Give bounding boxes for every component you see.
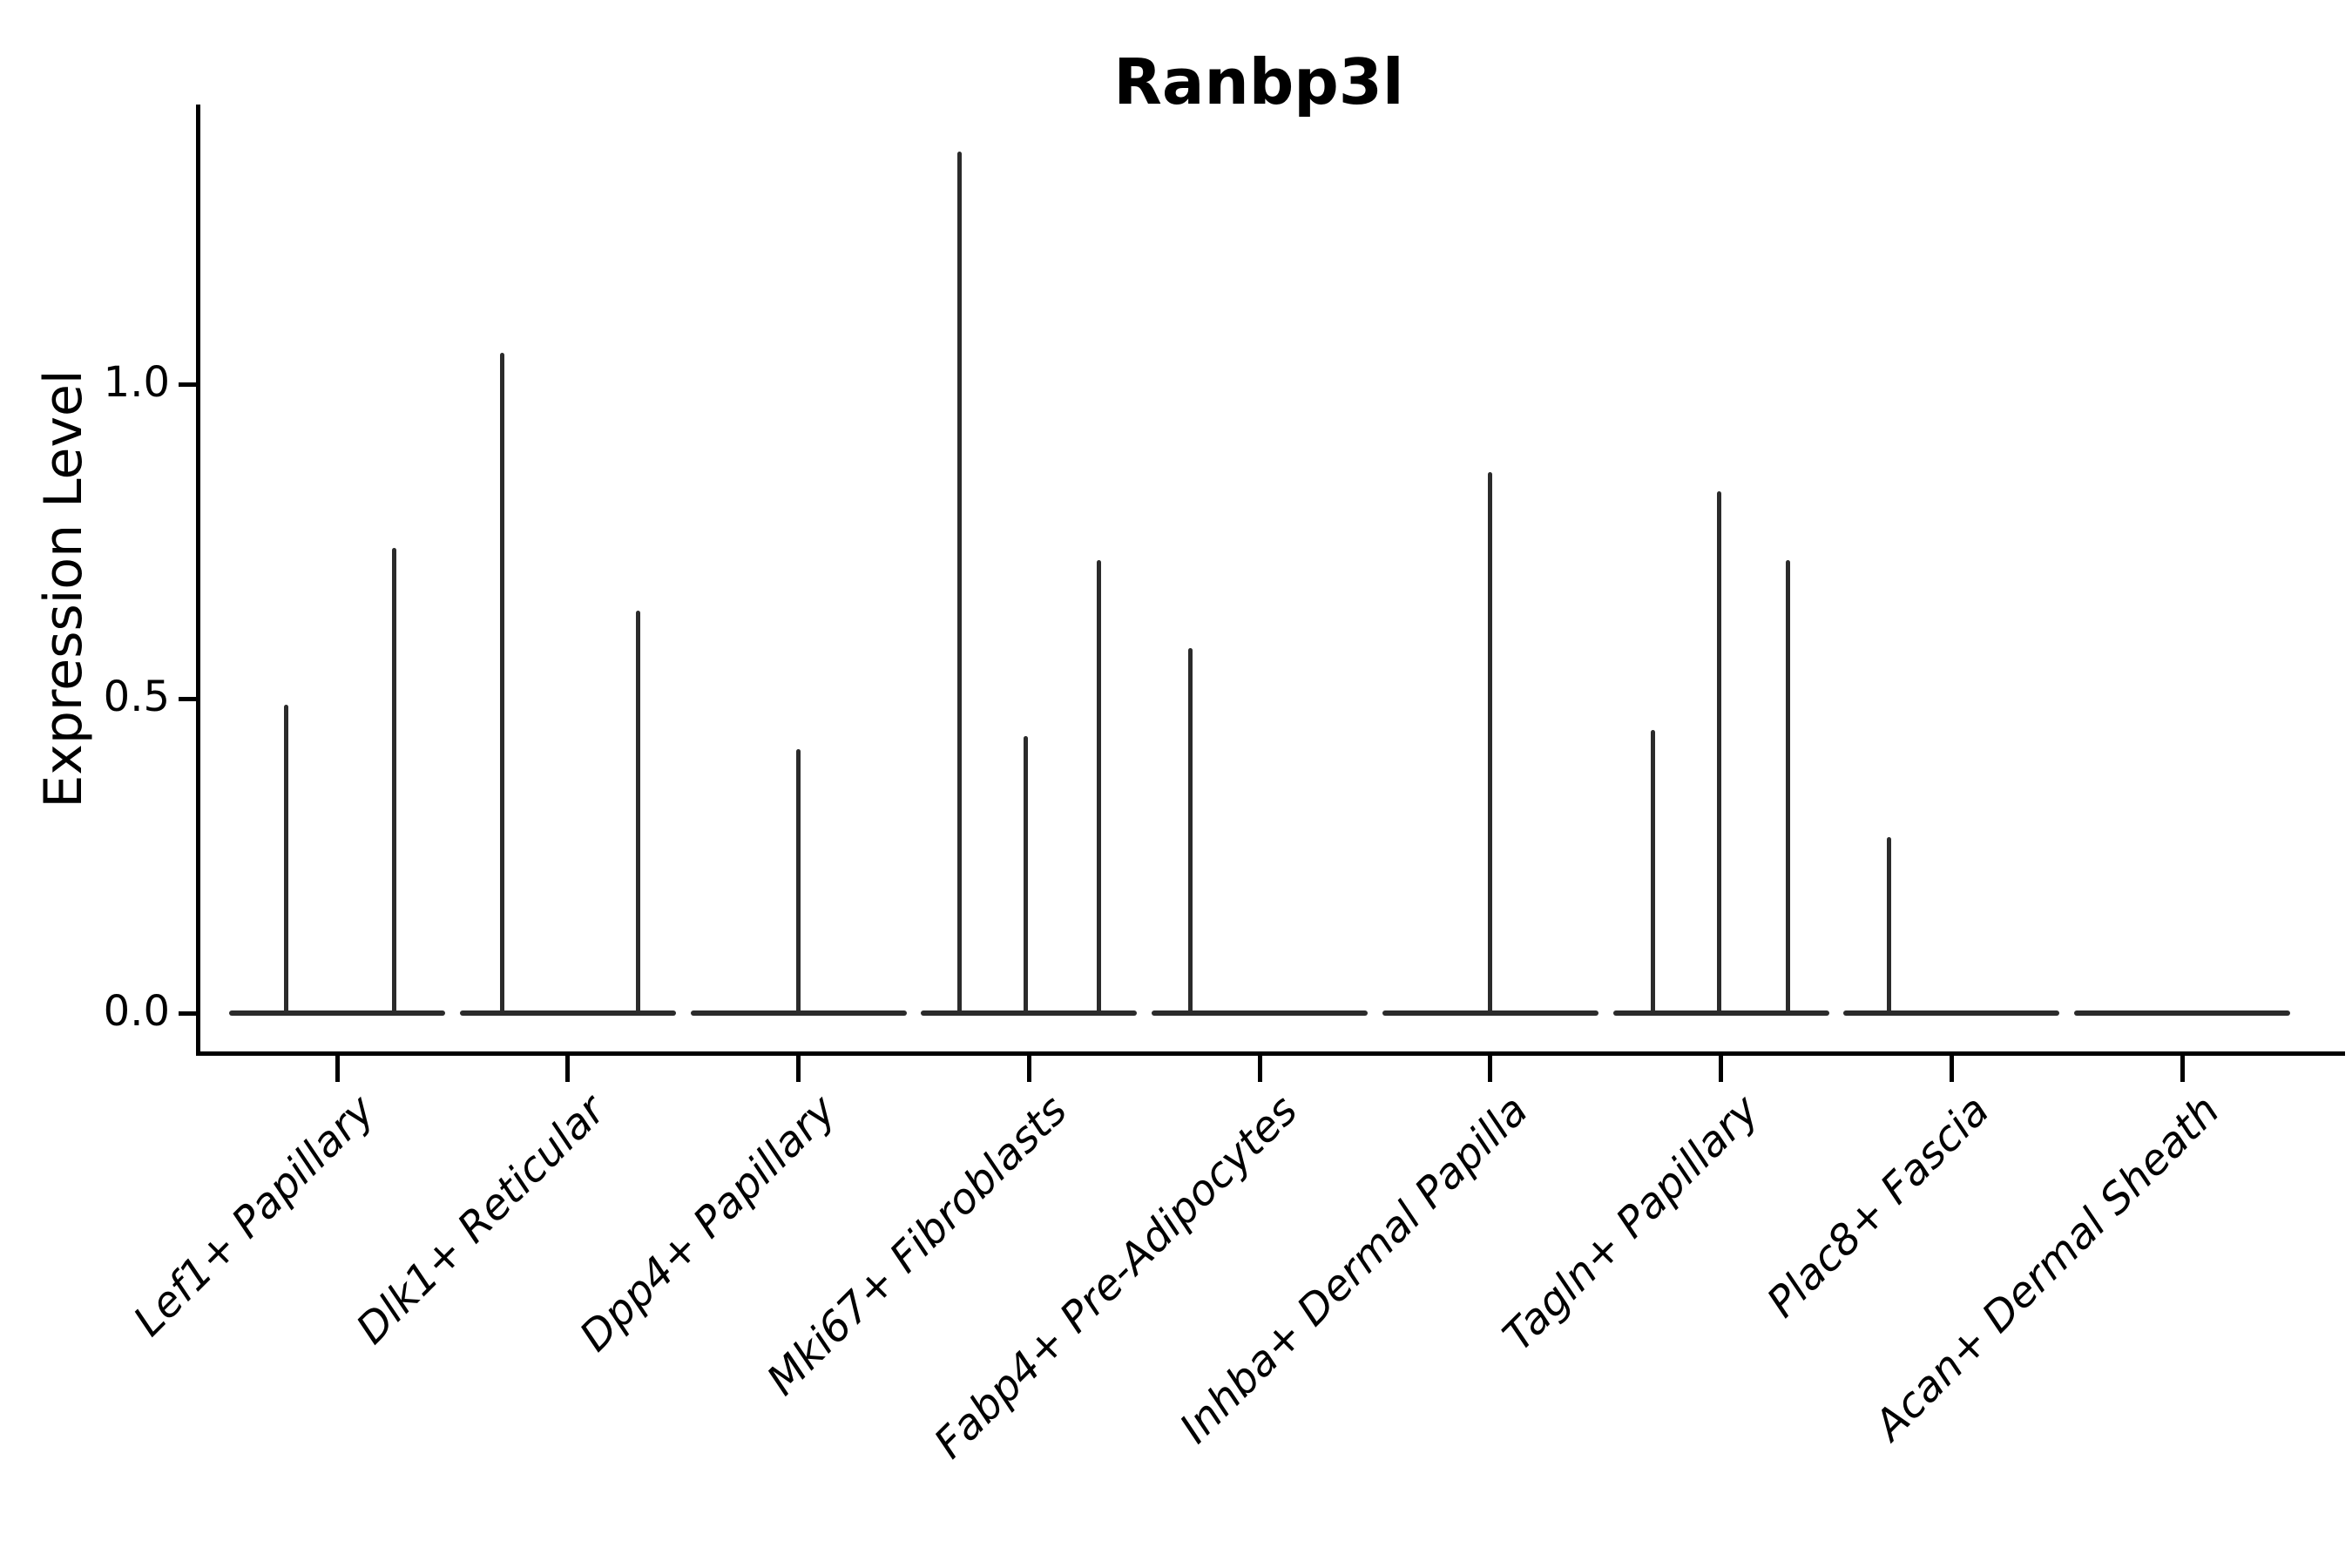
violin-spike [1187,648,1193,1016]
x-tick [1949,1056,1954,1082]
violin-spike [1717,490,1721,1016]
violin-spike [500,352,505,1016]
x-tick [2180,1056,2185,1082]
y-axis-label: Expression Level [33,369,94,808]
violin-baseline [1843,1010,2060,1016]
y-tick-label: 1.0 [103,358,170,408]
violin-spike [796,748,801,1016]
x-tick [335,1056,340,1082]
violin-baseline [2074,1010,2290,1016]
x-tick [1488,1056,1493,1082]
x-tick-label: Dpp4+ Papillary [571,1085,846,1362]
violin-baseline [459,1010,676,1016]
y-tick [179,382,196,387]
y-tick-label: 0.0 [103,987,170,1037]
y-tick [179,1010,196,1016]
x-tick [1257,1056,1262,1082]
violin-spike [956,151,962,1016]
violin-spike [1786,560,1790,1016]
violin-spike [1488,472,1493,1016]
violin-spike [1096,560,1101,1016]
plot-title: Ranbp3l [1113,45,1404,118]
x-tick [1719,1056,1723,1082]
x-tick [1026,1056,1031,1082]
violin-spike [1023,736,1028,1016]
x-tick-label: Plac8+ Fascia [1757,1085,1999,1328]
x-tick [565,1056,571,1082]
violin-spike [1651,730,1655,1016]
x-tick-label: Tagln+ Papillary [1493,1085,1768,1361]
y-tick [179,696,196,701]
violin-spike [283,705,288,1016]
x-tick [796,1056,801,1082]
violin-spike [636,610,641,1016]
violin-spike [391,547,396,1016]
x-tick-label: Lef1+ Papillary [125,1085,385,1346]
violin-baseline [1152,1010,1368,1016]
y-tick-label: 0.5 [103,672,170,722]
violin-baseline [229,1010,445,1016]
violin-spike [1886,836,1891,1016]
violin-baseline [921,1010,1138,1016]
y-axis-spine [196,105,200,1056]
x-axis-spine [196,1051,2345,1056]
x-tick-label: Dlk1+ Reticular [347,1085,615,1354]
